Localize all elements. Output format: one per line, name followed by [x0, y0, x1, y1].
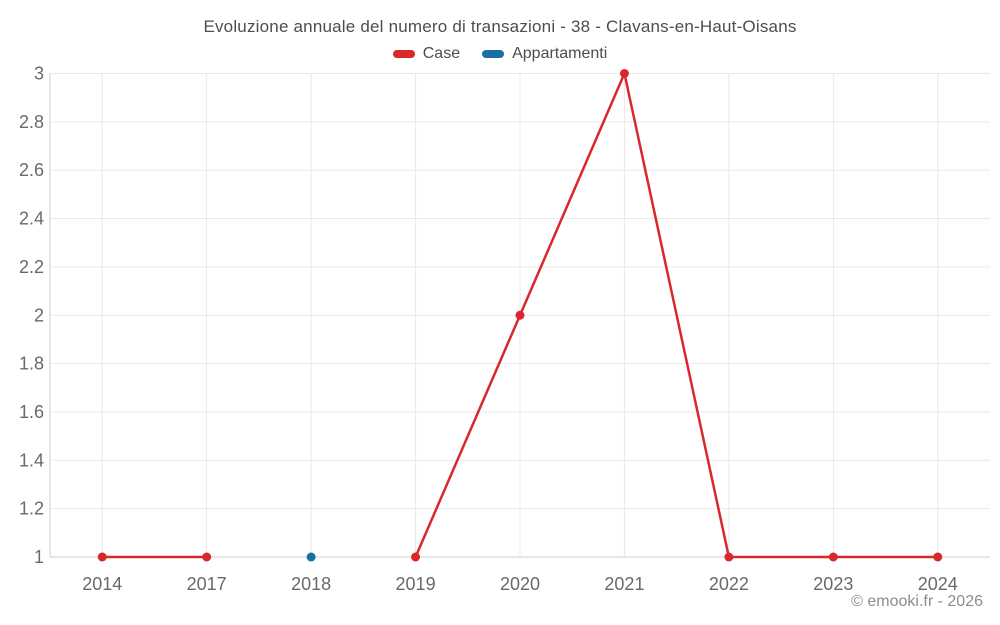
data-point-case-2023[interactable] [828, 552, 838, 562]
data-point-case-2022[interactable] [724, 552, 734, 562]
y-tick-label: 2 [34, 305, 44, 325]
x-tick-label: 2024 [918, 574, 958, 594]
x-tick-label: 2023 [813, 574, 853, 594]
data-point-case-2024[interactable] [933, 552, 943, 562]
data-point-case-2014[interactable] [97, 552, 107, 562]
x-tick-label: 2021 [604, 574, 644, 594]
data-point-case-2019[interactable] [411, 552, 421, 562]
legend-swatch-case [392, 50, 415, 58]
y-tick-label: 1 [34, 547, 44, 567]
x-tick-label: 2018 [291, 574, 331, 594]
y-tick-label: 2.2 [19, 257, 44, 277]
chart-legend: Case Appartamenti [0, 45, 1000, 63]
y-tick-label: 3 [34, 64, 44, 84]
copyright-text: © emooki.fr - 2026 [851, 593, 983, 610]
legend-swatch-appartamenti [482, 50, 505, 58]
legend-item-appartamenti[interactable]: Appartamenti [482, 45, 607, 63]
data-point-case-2017[interactable] [202, 552, 212, 562]
series-line-case [414, 72, 938, 559]
y-tick-label: 2.4 [19, 209, 44, 229]
x-tick-label: 2014 [82, 574, 122, 594]
x-tick-label: 2022 [709, 574, 749, 594]
x-tick-label: 2019 [396, 574, 436, 594]
legend-label: Appartamenti [512, 45, 608, 62]
y-tick-label: 2.8 [19, 112, 44, 132]
data-point-appartamenti-2018[interactable] [306, 552, 316, 562]
y-tick-label: 2.6 [19, 160, 44, 180]
y-tick-label: 1.6 [19, 402, 44, 422]
y-tick-label: 1.8 [19, 354, 44, 374]
x-tick-label: 2020 [500, 574, 540, 594]
legend-label: Case [422, 45, 461, 62]
data-point-case-2020[interactable] [515, 310, 525, 320]
y-tick-label: 1.2 [19, 499, 44, 519]
legend-item-case[interactable]: Case [392, 45, 461, 63]
data-point-case-2021[interactable] [619, 69, 629, 78]
y-tick-label: 1.4 [19, 450, 44, 470]
chart-title: Evoluzione annuale del numero di transaz… [203, 17, 797, 36]
x-tick-label: 2017 [187, 574, 227, 594]
